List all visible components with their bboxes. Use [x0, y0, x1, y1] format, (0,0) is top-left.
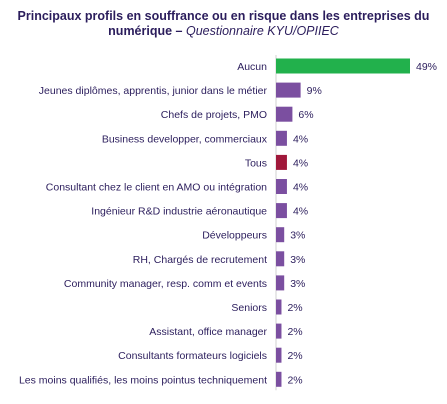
- value-label: 4%: [293, 133, 308, 145]
- value-label: 49%: [416, 61, 437, 73]
- value-label: 3%: [290, 254, 305, 266]
- value-label: 4%: [293, 206, 308, 218]
- bar: [276, 154, 287, 170]
- bar: [276, 130, 287, 146]
- bar: [276, 203, 287, 219]
- category-label: Chefs de projets, PMO: [161, 109, 267, 121]
- category-label: Ingénieur R&D industrie aéronautique: [91, 206, 267, 218]
- value-label: 3%: [290, 230, 305, 242]
- value-label: 9%: [307, 85, 322, 97]
- chart-title-line2-bold: numérique –: [108, 24, 186, 38]
- category-label: Community manager, resp. comm et events: [64, 278, 267, 290]
- bar: [276, 227, 285, 243]
- bar: [276, 251, 285, 267]
- category-label: Aucun: [237, 61, 267, 73]
- bar: [276, 58, 410, 74]
- value-label: 6%: [298, 109, 313, 121]
- bar: [276, 106, 293, 122]
- bar: [276, 299, 282, 315]
- bar: [276, 179, 287, 194]
- chart-title-line1: Principaux profils en souffrance ou en r…: [17, 9, 430, 23]
- category-label: Tous: [245, 157, 267, 169]
- value-label: 2%: [287, 374, 302, 386]
- category-label: Seniors: [231, 302, 267, 314]
- bar: [276, 275, 285, 291]
- category-label: Les moins qualifiés, les moins pointus t…: [19, 374, 267, 386]
- value-label: 2%: [287, 350, 302, 362]
- value-label: 3%: [290, 278, 305, 290]
- value-label: 2%: [287, 302, 302, 314]
- bar: [276, 323, 282, 339]
- category-label: Consultant chez le client en AMO ou inté…: [46, 182, 267, 194]
- category-label: Consultants formateurs logiciels: [118, 350, 267, 362]
- category-label: Jeunes diplômes, apprentis, junior dans …: [39, 85, 268, 97]
- value-label: 4%: [293, 182, 308, 194]
- bar: [276, 347, 282, 363]
- chart-subtitle: Questionnaire KYU/OPIIEC: [185, 24, 339, 38]
- chart-title: Principaux profils en souffrance ou en r…: [0, 9, 447, 39]
- value-label: 2%: [287, 326, 302, 338]
- value-label: 4%: [293, 157, 308, 169]
- category-label: Business developper, commerciaux: [102, 133, 268, 145]
- category-label: Assistant, office manager: [149, 326, 267, 338]
- bar: [276, 82, 301, 98]
- chart-title-line2: numérique – Questionnaire KYU/OPIIEC: [0, 24, 447, 39]
- category-label: RH, Chargés de recrutement: [133, 254, 267, 266]
- bar: [276, 371, 282, 387]
- category-label: Développeurs: [202, 230, 267, 242]
